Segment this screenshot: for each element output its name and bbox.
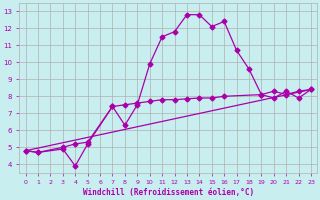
- X-axis label: Windchill (Refroidissement éolien,°C): Windchill (Refroidissement éolien,°C): [83, 188, 254, 197]
